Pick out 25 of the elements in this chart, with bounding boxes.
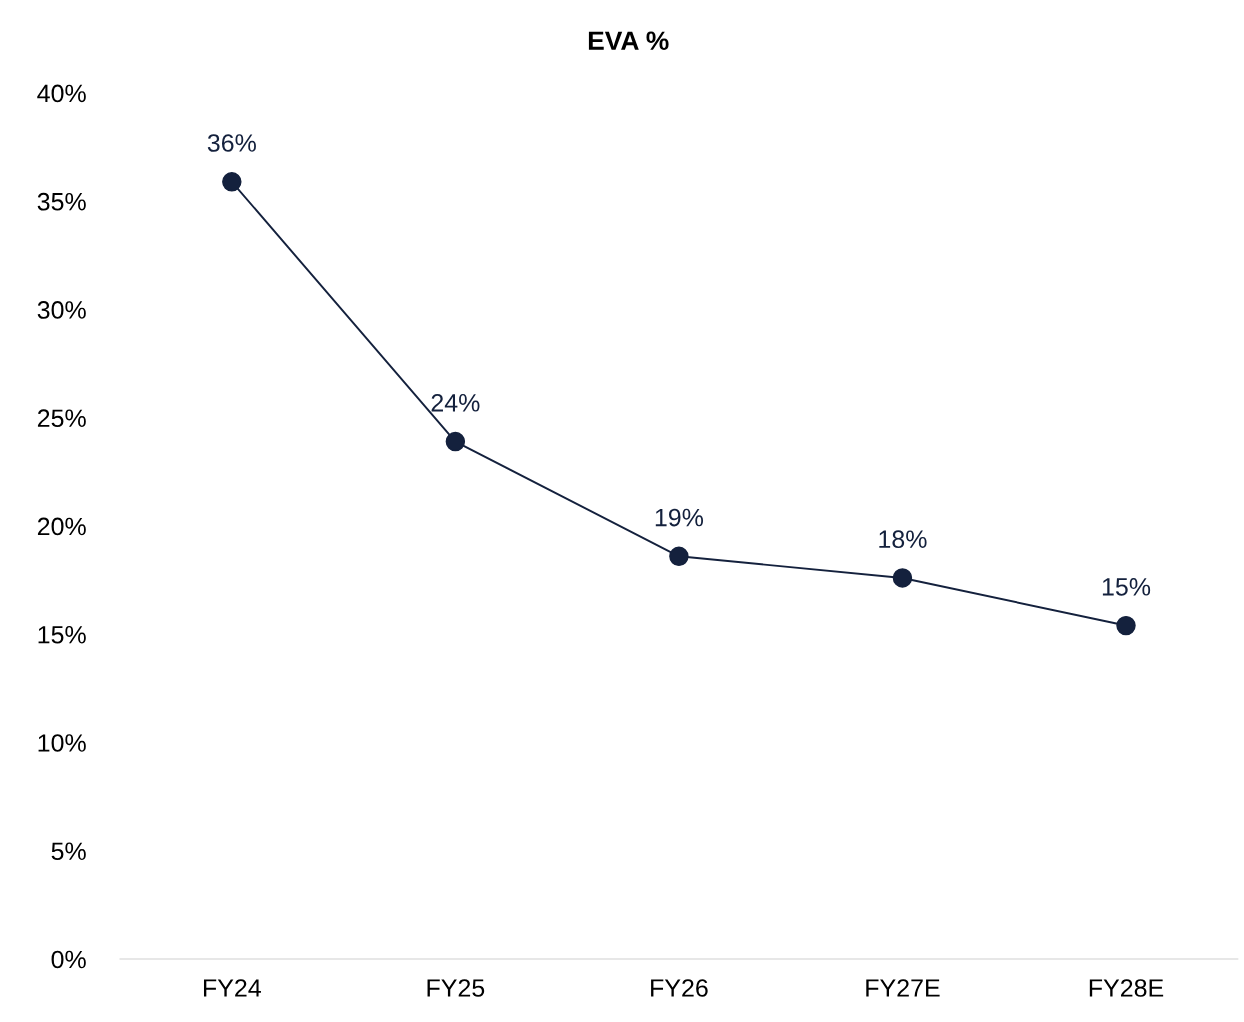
y-tick-label: 40% [37,84,86,103]
point [892,568,913,588]
point [669,546,689,567]
chart-title: EVA % [588,31,669,50]
y-tick-label: 5% [51,842,86,861]
x-tick-label: FY26 [651,979,708,997]
x-tick-label: FY24 [204,979,261,997]
data-label: 24% [431,393,480,412]
data-label: 36% [207,134,256,152]
data-label: 18% [879,530,927,549]
y-tick-label: 0% [51,950,86,969]
point [222,172,242,192]
y-tick-label: 15% [38,625,86,644]
y-tick-label: 30% [37,301,86,319]
y-tick-label: 10% [38,734,86,752]
y-tick-label: 20% [37,517,86,536]
data-label: 19% [655,508,704,527]
y-tick-label: 35% [37,192,86,211]
y-tick-label: 25% [37,409,86,428]
x-tick-label: FY27E [866,979,940,997]
point [1116,615,1136,636]
x-tick-label: FY28E [1089,979,1164,997]
x-tick-label: FY25 [427,979,485,997]
point [445,431,466,452]
data-label: 15% [1102,578,1151,596]
